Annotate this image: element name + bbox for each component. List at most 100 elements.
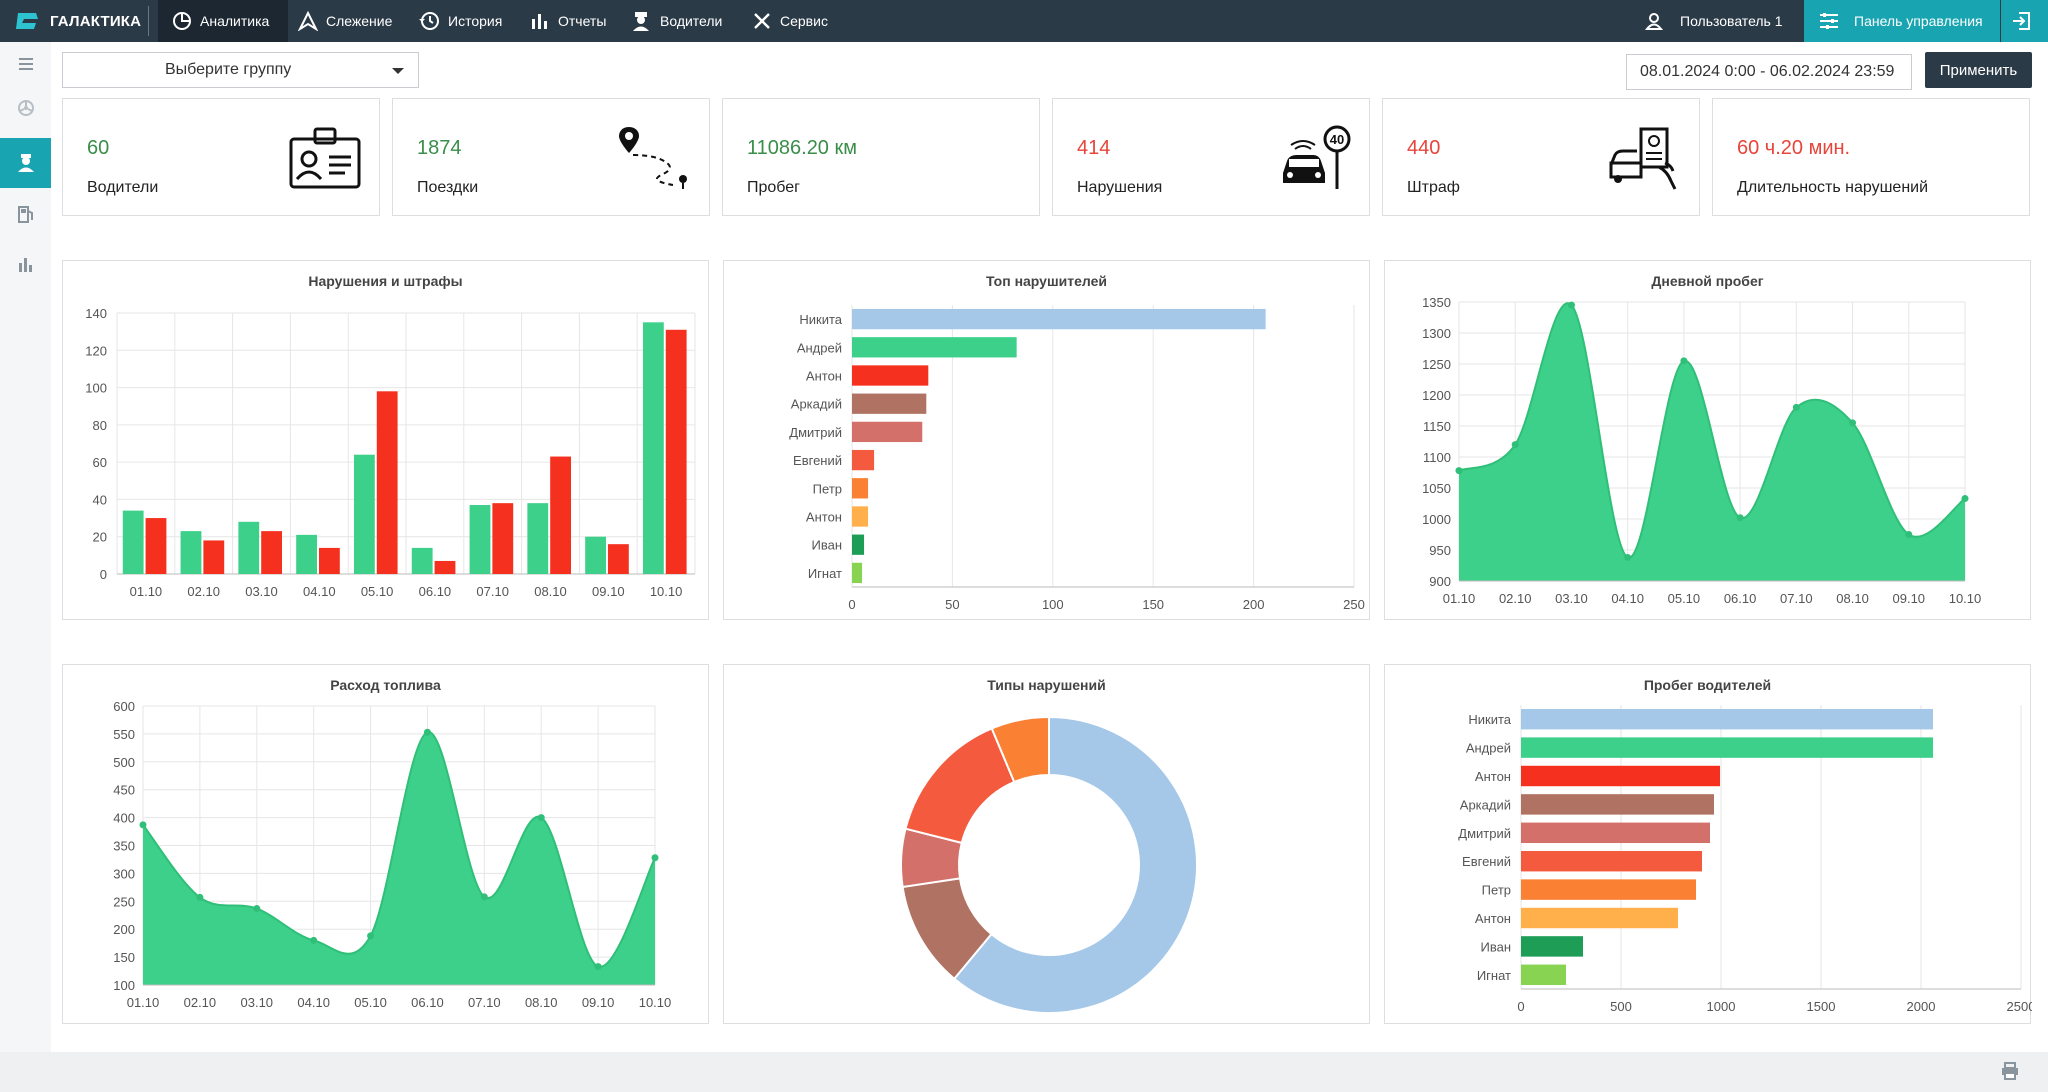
bar — [376, 391, 398, 574]
bar — [852, 478, 869, 499]
y-tick-label: Аркадий — [1460, 797, 1511, 812]
route-icon — [619, 127, 687, 189]
sidebar-item-drivers[interactable] — [0, 138, 51, 188]
y-tick-label: 450 — [113, 783, 135, 798]
data-point — [367, 932, 375, 940]
bar — [607, 544, 629, 574]
print-icon[interactable] — [2000, 1062, 2020, 1080]
chart-title: Пробег водителей — [1643, 677, 1772, 693]
data-point — [1680, 357, 1688, 365]
nav-history[interactable]: История — [418, 0, 502, 42]
x-tick-label: 07.10 — [1780, 591, 1813, 606]
y-tick-label: 0 — [100, 567, 107, 582]
bar — [434, 560, 456, 574]
kpi-label: Поездки — [417, 179, 479, 196]
violations-fines-chart: 0 20 40 60 80 100 120 140 01.10 02.10 03.10 04.10 05… — [85, 306, 696, 599]
sidebar-item-fuel[interactable] — [0, 192, 51, 236]
exit-button[interactable] — [2001, 0, 2048, 42]
drivers-icon — [633, 12, 649, 31]
bar — [238, 521, 260, 574]
area-line — [1458, 302, 1966, 559]
kpi-card-drivers: 60 Водители — [62, 98, 380, 216]
bar — [203, 540, 225, 574]
y-tick-label: 1050 — [1422, 481, 1451, 496]
control-panel-button[interactable]: Панель управления — [1804, 0, 2000, 42]
top-navigation-bar: ГАЛАКТИКА Аналитика Слежение История Отч… — [0, 0, 2048, 42]
sidebar-item-dashboard[interactable] — [0, 86, 51, 130]
x-tick-label: 03.10 — [1555, 591, 1588, 606]
data-point — [480, 893, 488, 901]
menu-toggle[interactable] — [0, 42, 51, 86]
y-tick-label: Андрей — [1466, 741, 1511, 756]
x-tick-label: 03.10 — [241, 995, 274, 1010]
chart-title: Топ нарушителей — [986, 273, 1107, 289]
y-tick-label: 300 — [113, 866, 135, 881]
nav-analytics[interactable]: Аналитика — [158, 0, 288, 42]
y-tick-label: Никита — [1468, 712, 1511, 727]
hamburger-icon — [18, 58, 33, 70]
y-tick-label: 950 — [1429, 543, 1451, 558]
pie-slice — [952, 715, 1198, 1014]
bar — [353, 454, 375, 574]
kpi-label: Нарушения — [1077, 179, 1163, 196]
bar — [122, 510, 144, 574]
nav-drivers[interactable]: Водители — [630, 0, 722, 42]
data-point — [1736, 514, 1744, 522]
nav-reports-label: Отчеты — [558, 13, 607, 29]
bar — [1521, 850, 1702, 872]
y-tick-label: 250 — [113, 894, 135, 909]
nav-tracking[interactable]: Слежение — [298, 0, 392, 42]
bar — [1521, 879, 1696, 900]
bar — [550, 456, 571, 574]
chevron-down-icon — [392, 68, 404, 74]
x-tick-label: 08.10 — [525, 995, 558, 1010]
y-tick-label: 60 — [93, 455, 107, 470]
chart-panel-fuel-consumption: Расход топлива 100 150 200 250 300 350 400 450 5… — [62, 664, 709, 1024]
y-tick-label: Петр — [1482, 883, 1511, 898]
x-tick-label: 2500 — [2007, 999, 2032, 1014]
x-tick-label: 200 — [1243, 597, 1265, 612]
kpi-label: Пробег — [747, 179, 801, 196]
reports-icon — [532, 14, 547, 29]
x-tick-label: 150 — [1142, 597, 1164, 612]
y-tick-label: 1000 — [1422, 512, 1451, 527]
x-tick-label: 1000 — [1707, 999, 1736, 1014]
nav-service[interactable]: Сервис — [752, 0, 828, 42]
user-icon — [1644, 13, 1664, 30]
y-tick-label: 120 — [85, 343, 107, 358]
service-icon — [754, 13, 770, 29]
apply-button[interactable]: Применить — [1925, 52, 2032, 88]
bar — [852, 393, 927, 414]
daily-mileage-chart: 900 950 1000 1050 1100 1150 1200 1250 1300 1350 01… — [1422, 295, 1981, 606]
data-point — [1624, 553, 1632, 561]
x-tick-label: 02.10 — [184, 995, 217, 1010]
y-tick-label: Дмитрий — [789, 425, 842, 440]
x-tick-label: 0 — [848, 597, 855, 612]
y-tick-label: 140 — [85, 306, 107, 321]
x-tick-label: 07.10 — [468, 995, 501, 1010]
y-tick-label: Антон — [806, 510, 842, 525]
y-tick-label: Антон — [806, 369, 842, 384]
bar — [469, 505, 491, 574]
x-tick-label: 06.10 — [419, 584, 452, 599]
y-tick-label: 200 — [113, 922, 135, 937]
group-select[interactable]: Выберите группу — [62, 52, 419, 88]
nav-reports[interactable]: Отчеты — [530, 0, 606, 42]
data-point — [537, 814, 545, 822]
brand-logo[interactable]: ГАЛАКТИКА — [14, 0, 141, 42]
bar — [145, 518, 167, 574]
x-tick-label: 09.10 — [582, 995, 615, 1010]
x-tick-label: 07.10 — [476, 584, 509, 599]
fine-icon — [1609, 127, 1677, 190]
y-tick-label: 550 — [113, 727, 135, 742]
y-tick-label: Игнат — [808, 566, 842, 581]
nav-service-label: Сервис — [780, 13, 828, 29]
x-tick-label: 10.10 — [639, 995, 672, 1010]
nav-tracking-label: Слежение — [326, 13, 393, 29]
x-tick-label: 04.10 — [297, 995, 330, 1010]
kpi-value: 440 — [1407, 137, 1441, 159]
x-tick-label: 08.10 — [534, 584, 567, 599]
user-menu[interactable]: Пользователь 1 — [1644, 0, 1783, 42]
date-range-input[interactable]: 08.01.2024 0:00 - 06.02.2024 23:59 — [1626, 54, 1912, 90]
sidebar-item-reports[interactable] — [0, 242, 51, 286]
